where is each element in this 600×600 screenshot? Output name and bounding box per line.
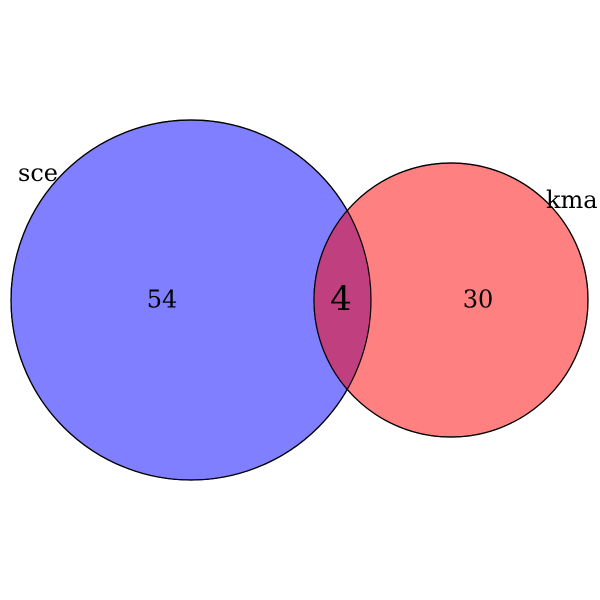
count-kma-only: 30	[463, 286, 494, 314]
count-sce-only: 54	[147, 286, 178, 314]
outline-sce	[10, 119, 372, 481]
set-label-sce: sce	[18, 159, 58, 187]
count-overlap: 4	[330, 279, 352, 319]
outline-kma	[313, 162, 589, 438]
set-label-kma: kma	[546, 186, 598, 214]
